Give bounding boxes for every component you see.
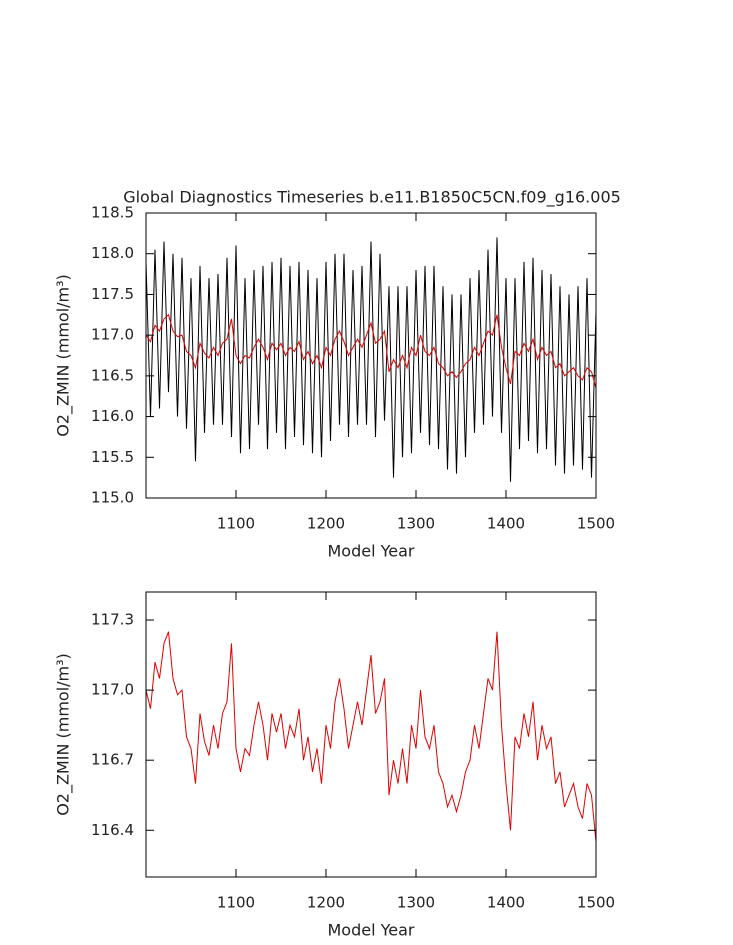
y-tick-label: 118.0	[91, 244, 134, 262]
x-tick-label: 1500	[577, 894, 615, 912]
y-tick-label: 117.0	[91, 681, 134, 699]
x-tick-label: 1100	[217, 894, 255, 912]
x-tick-label: 1100	[217, 515, 255, 533]
y-tick-label: 117.0	[91, 326, 134, 344]
y-tick-label: 116.7	[91, 751, 134, 769]
y-axis-label: O2_ZMIN (mmol/m³)	[54, 274, 74, 437]
y-tick-label: 116.0	[91, 407, 134, 425]
x-tick-label: 1300	[397, 894, 435, 912]
line-series	[146, 237, 596, 482]
plot-frame	[145, 212, 597, 499]
y-tick-label: 117.5	[91, 285, 134, 303]
y-axis-label: O2_ZMIN (mmol/m³)	[54, 653, 74, 816]
x-axis-label: Model Year	[328, 921, 415, 940]
x-axis-label: Model Year	[328, 542, 415, 561]
y-tick-label: 116.5	[91, 366, 134, 384]
x-tick-label: 1500	[577, 515, 615, 533]
x-tick-label: 1400	[487, 515, 525, 533]
x-tick-label: 1200	[307, 894, 345, 912]
x-tick-label: 1200	[307, 515, 345, 533]
chart-title: Global Diagnostics Timeseries b.e11.B185…	[123, 188, 621, 208]
y-tick-label: 115.5	[91, 448, 134, 466]
x-tick-label: 1300	[397, 515, 435, 533]
plot-frame	[145, 591, 597, 878]
x-tick-label: 1400	[487, 894, 525, 912]
line-series	[146, 631, 596, 843]
y-tick-label: 118.5	[91, 204, 134, 222]
y-tick-label: 117.3	[91, 611, 134, 629]
y-tick-label: 116.4	[91, 821, 134, 839]
line-series	[146, 313, 596, 389]
y-tick-label: 115.0	[91, 489, 134, 507]
